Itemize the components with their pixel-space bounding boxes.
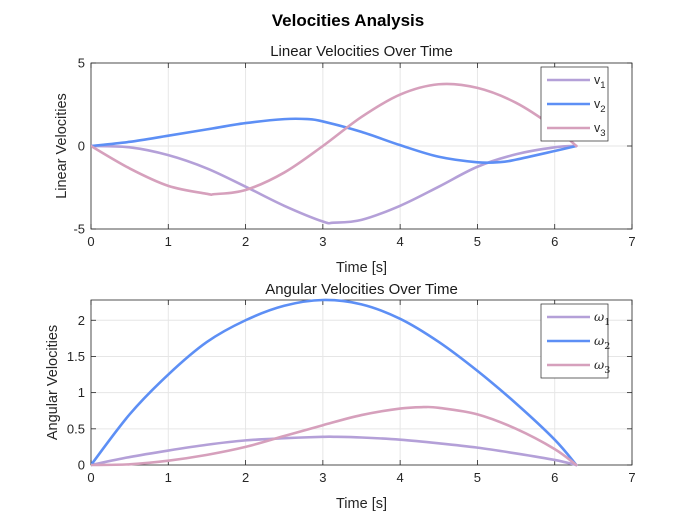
x-tick-label: 2: [242, 470, 249, 485]
series-line-v2: [91, 117, 578, 165]
series-line-ω1: [91, 435, 578, 467]
x-tick-label: 7: [628, 470, 635, 485]
series-line-v3: [91, 82, 578, 197]
series-line-v1: [91, 144, 578, 225]
x-axis-label: Time [s]: [336, 496, 387, 512]
y-tick-label: 0: [78, 139, 85, 154]
x-tick-label: 0: [87, 470, 94, 485]
figure-title: Velocities Analysis: [272, 11, 424, 30]
x-tick-label: 5: [474, 470, 481, 485]
legend-label-base: v: [594, 73, 601, 87]
legend-label: v3: [594, 121, 606, 139]
y-axis-label: Angular Velocities: [45, 325, 61, 440]
y-tick-label: 0: [78, 458, 85, 473]
x-tick-label: 6: [551, 470, 558, 485]
legend-label-subscript: 2: [604, 341, 610, 352]
legend-label-subscript: 3: [600, 128, 605, 139]
plot-title: Linear Velocities Over Time: [270, 43, 453, 60]
series-line-ω2: [91, 298, 578, 467]
legend-label-subscript: 1: [604, 317, 610, 328]
angular-velocities-plot: 0 1 2 3 4 5 6 7 0 0.5 1 1.5 2 Angular Velocities Over…: [45, 281, 636, 512]
x-tick-label: 7: [628, 234, 635, 249]
legend-label: v1: [594, 73, 606, 91]
y-tick-label: 0.5: [67, 421, 85, 436]
axes-frame: [90, 299, 633, 466]
x-tick-label: 0: [87, 234, 94, 249]
x-tick-label: 2: [242, 234, 249, 249]
y-tick-label: 1.5: [67, 349, 85, 364]
x-tick-label: 1: [165, 234, 172, 249]
x-tick-label: 6: [551, 234, 558, 249]
legend-label: v2: [594, 97, 606, 115]
legend-label: ω1: [594, 309, 610, 328]
legend-label-subscript: 1: [600, 80, 605, 91]
legend-label-subscript: 2: [600, 104, 605, 115]
series-line-ω3: [91, 405, 578, 467]
legend-label-base: ω: [594, 309, 604, 324]
x-tick-label: 4: [397, 470, 404, 485]
x-tick-label: 1: [165, 470, 172, 485]
legend-label-base: v: [594, 97, 601, 111]
legend-label: ω3: [594, 357, 610, 376]
x-tick-label: 5: [474, 234, 481, 249]
x-tick-label: 3: [319, 234, 326, 249]
plot-title: Angular Velocities Over Time: [265, 281, 458, 298]
legend-label-base: ω: [594, 357, 604, 372]
legend-label-base: ω: [594, 333, 604, 348]
y-tick-label: -5: [73, 222, 85, 237]
x-tick-label: 3: [319, 470, 326, 485]
y-tick-label: 5: [78, 56, 85, 71]
x-tick-label: 4: [397, 234, 404, 249]
y-tick-label: 1: [78, 385, 85, 400]
legend-label-subscript: 3: [604, 365, 610, 376]
y-tick-label: 2: [78, 313, 85, 328]
y-axis-label: Linear Velocities: [54, 93, 70, 199]
legend-label: ω2: [594, 333, 610, 352]
x-axis-label: Time [s]: [336, 260, 387, 276]
legend-label-base: v: [594, 121, 601, 135]
